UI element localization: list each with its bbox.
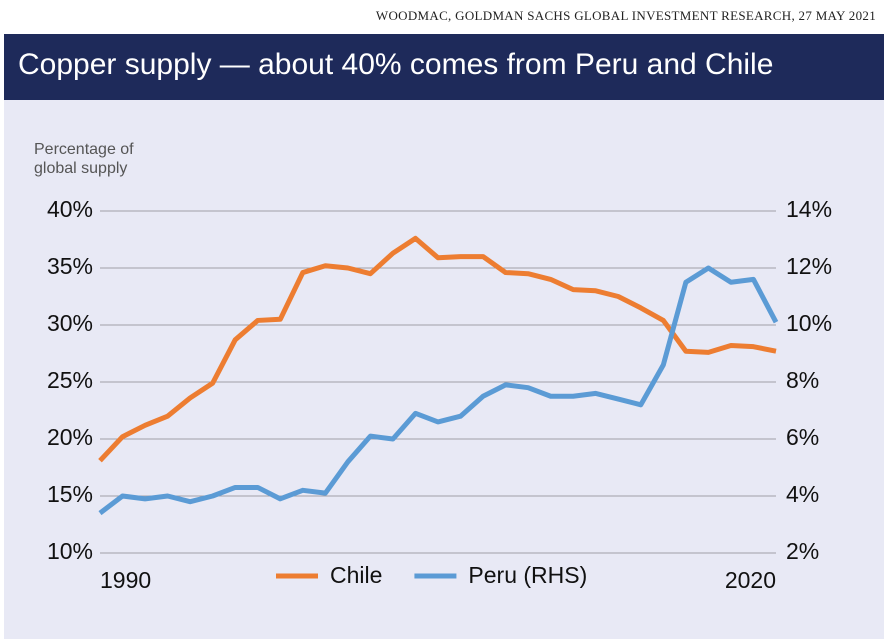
line-series [98, 235, 777, 463]
plot-area [4, 100, 884, 639]
y-tick-label: 25% [47, 367, 93, 393]
legend-label: Peru (RHS) [468, 562, 587, 588]
y-tick-label: 35% [47, 253, 93, 279]
title-bar: Copper supply — about 40% comes from Per… [4, 34, 884, 100]
y2-tick-label: 6% [786, 424, 819, 450]
x-tick-label: 2020 [725, 567, 776, 593]
source: WOODMAC, GOLDMAN SACHS GLOBAL INVESTMENT… [375, 8, 876, 23]
x-tick-label: 1990 [100, 567, 151, 593]
y2-tick-label: 10% [786, 310, 832, 336]
y2-tick-label: 8% [786, 367, 819, 393]
chart-title: Copper supply — about 40% comes from Per… [18, 48, 774, 81]
y2-tick-label: 4% [786, 481, 819, 507]
y2-tick-label: 14% [786, 196, 832, 222]
y-tick-label: 10% [47, 538, 93, 564]
y-tick-label: 15% [47, 481, 93, 507]
legend-label: Chile [330, 562, 382, 588]
y-tick-label: 20% [47, 424, 93, 450]
line-series [98, 265, 779, 516]
y-tick-label: 40% [47, 196, 93, 222]
y-tick-label: 30% [47, 310, 93, 336]
y2-tick-label: 12% [786, 253, 832, 279]
y2-tick-label: 2% [786, 538, 819, 564]
y-axis-label: Percentage of global supply [34, 141, 134, 177]
